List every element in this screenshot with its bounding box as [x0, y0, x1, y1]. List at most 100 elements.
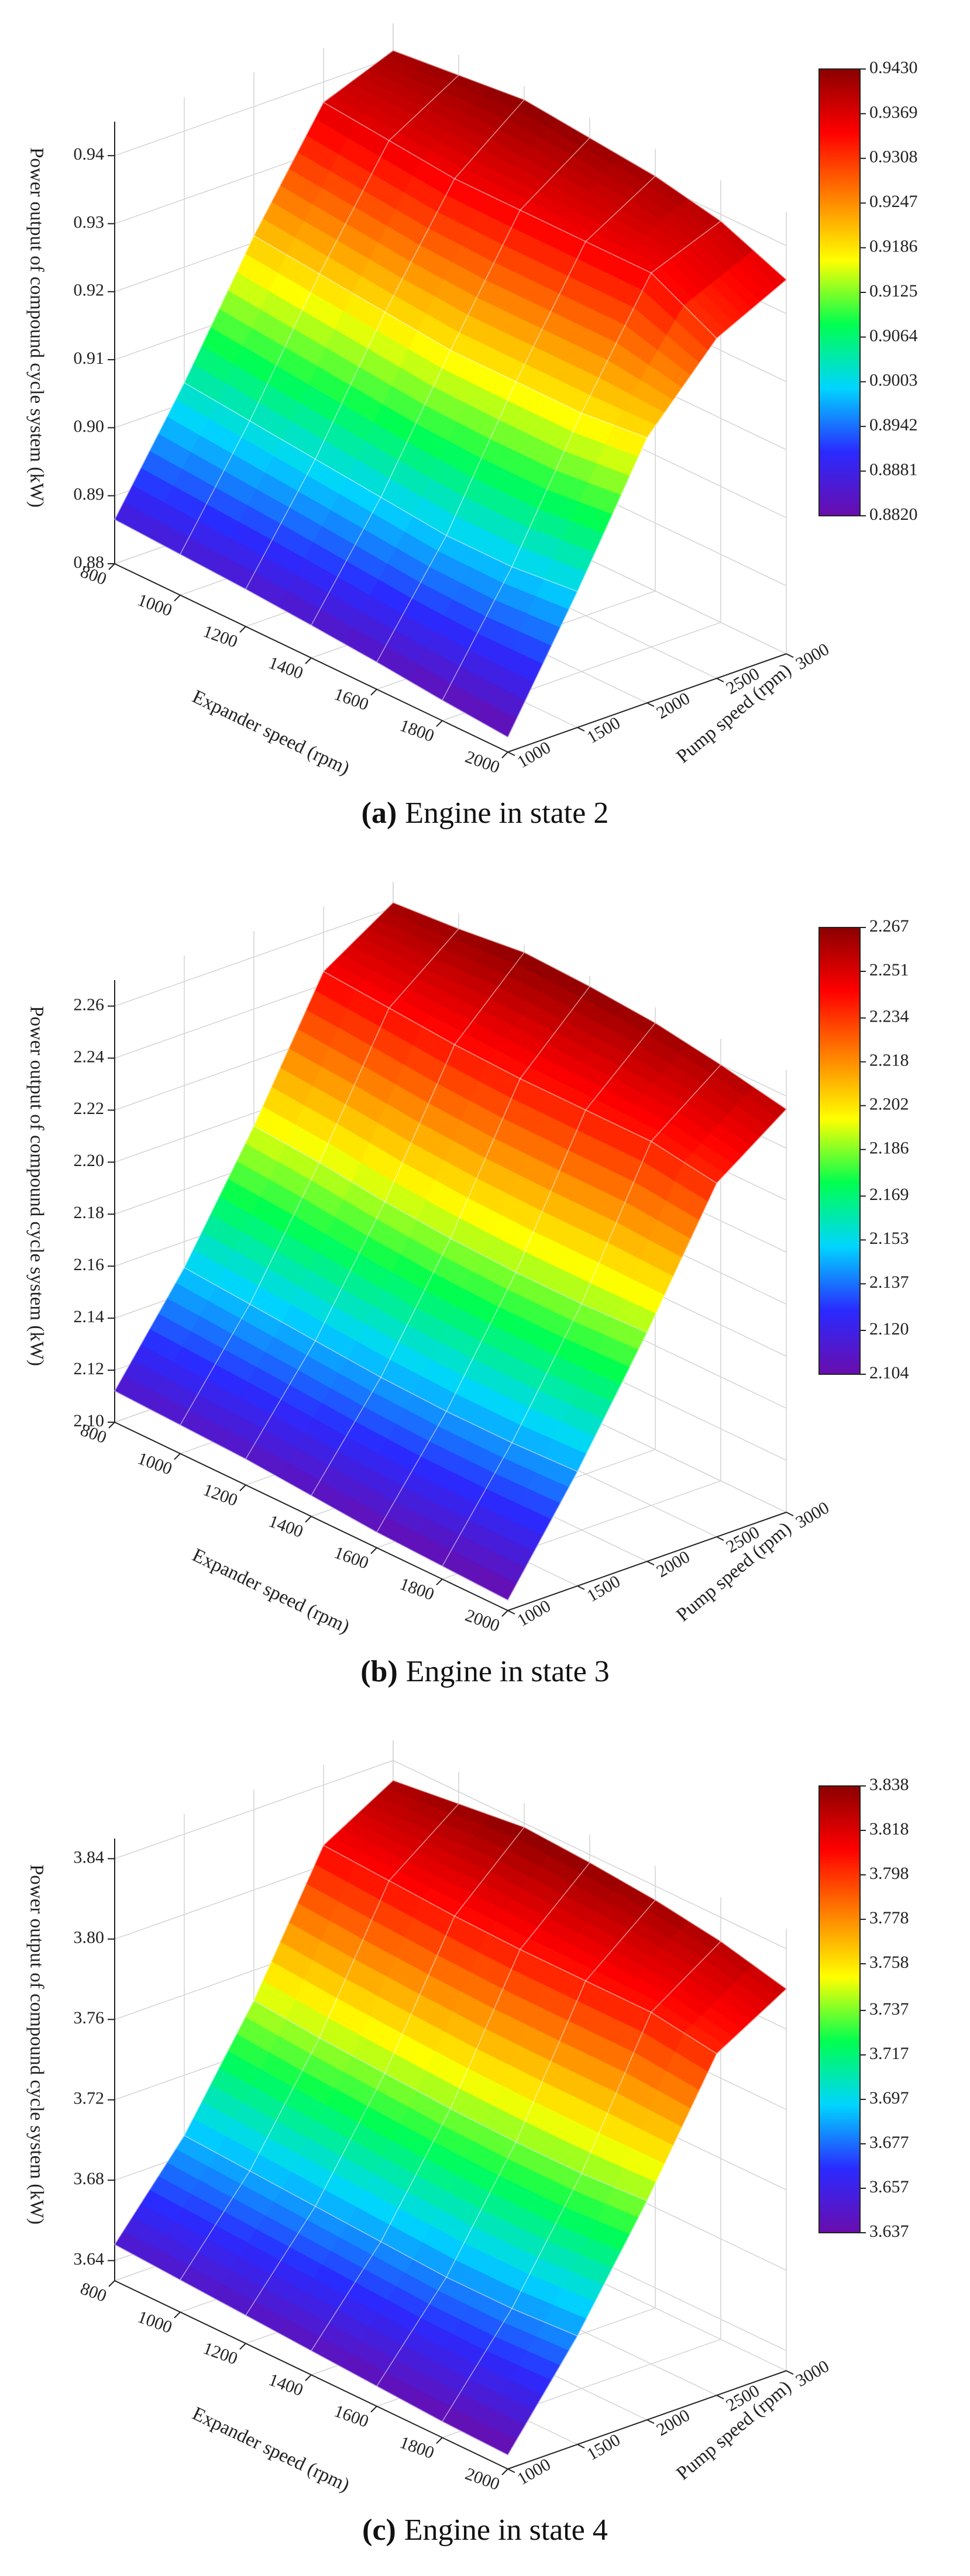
tick-mark: [786, 1512, 794, 1516]
mesh-line: [180, 1803, 459, 2281]
x-axis-title: Expander speed (rpm): [189, 1544, 353, 1637]
tick-mark: [577, 727, 585, 732]
mesh-line: [245, 1827, 525, 2316]
colorbar-tick-label: 0.9369: [869, 102, 918, 122]
z-axis-title: Power output of compound cycle system (k…: [26, 1006, 47, 1366]
colorbar-tick-label: 0.8820: [869, 505, 918, 524]
colorbar-tick-label: 0.9186: [869, 236, 918, 256]
tick-mark: [507, 1610, 515, 1615]
tick-mark: [239, 1484, 246, 1492]
y-tick-label: 3000: [792, 2356, 832, 2391]
colorbar-tick-label: 2.153: [869, 1229, 909, 1248]
z-axis-title: Power output of compound cycle system (k…: [26, 1864, 47, 2225]
tick-mark: [370, 2405, 377, 2413]
colorbar-tick-label: 3.737: [869, 1999, 909, 2019]
tick-mark: [370, 688, 377, 696]
z-tick-label: 3.72: [74, 2089, 105, 2108]
colorbar-tick-label: 2.104: [869, 1363, 909, 1382]
colorbar-tick-label: 2.251: [869, 960, 909, 980]
mesh-line: [114, 1780, 394, 2245]
z-tick-label: 2.10: [74, 1411, 105, 1430]
colorbar-tick-label: 0.9003: [869, 371, 918, 390]
z-tick-label: 2.14: [74, 1307, 105, 1326]
mesh-line: [180, 75, 459, 555]
colorbar-tick-label: 2.186: [869, 1139, 909, 1158]
colorbar-tick-label: 2.218: [869, 1051, 909, 1070]
tick-mark: [436, 720, 443, 727]
tick-mark: [436, 1578, 443, 1586]
mesh-line: [180, 928, 459, 1426]
colorbar-tick-label: 0.9430: [869, 58, 918, 77]
tick-mark: [370, 1547, 377, 1554]
tick-mark: [786, 653, 794, 658]
tick-mark: [646, 1561, 655, 1565]
mesh-line: [442, 220, 721, 701]
z-tick-label: 3.64: [74, 2250, 105, 2269]
mesh-line: [507, 279, 787, 737]
colorbar-tick-label: 2.267: [869, 916, 909, 936]
x-tick-label: 1800: [397, 716, 437, 746]
colorbar-tick-label: 3.818: [869, 1819, 909, 1839]
tick-mark: [108, 2280, 115, 2287]
tick-mark: [174, 1453, 181, 1460]
x-tick-label: 800: [78, 2279, 109, 2306]
x-tick-label: 1600: [332, 2401, 372, 2432]
mesh-line: [442, 1941, 721, 2422]
tick-mark: [436, 2437, 443, 2444]
mesh-line: [114, 902, 394, 1391]
tick-mark: [646, 702, 655, 707]
x-axis-title: Expander speed (rpm): [189, 686, 353, 779]
z-tick-label: 0.91: [74, 349, 105, 368]
colorbar: [818, 927, 861, 1375]
z-tick-label: 2.18: [74, 1203, 105, 1222]
tick-mark: [501, 751, 508, 758]
caption-label: (c): [362, 2513, 396, 2547]
tick-mark: [174, 594, 181, 602]
x-tick-label: 1000: [135, 2307, 175, 2337]
x-tick-label: 1400: [266, 1512, 306, 1542]
x-tick-label: 1600: [332, 1543, 372, 1573]
colorbar-tick-label: 2.137: [869, 1273, 909, 1292]
colorbar-tick-label: 2.202: [869, 1095, 909, 1114]
tick-mark: [305, 1516, 312, 1523]
mesh-line: [507, 1109, 787, 1601]
x-tick-label: 2000: [463, 1606, 503, 1636]
colorbar-tick-label: 2.169: [869, 1185, 909, 1204]
tick-mark: [174, 2311, 181, 2319]
tick-mark: [716, 678, 724, 682]
mesh-line: [311, 1862, 590, 2351]
colorbar-tick-label: 2.120: [869, 1319, 909, 1339]
colorbar-tick-label: 3.798: [869, 1864, 909, 1883]
z-tick-label: 3.76: [74, 2008, 105, 2027]
mesh-line: [245, 99, 525, 589]
tick-mark: [305, 2374, 312, 2381]
caption-label: (a): [362, 796, 397, 830]
colorbar-tick-label: 0.8881: [869, 460, 918, 479]
mesh-line: [311, 986, 590, 1496]
caption: (c) Engine in state 4: [362, 2513, 608, 2547]
x-tick-label: 1200: [201, 2339, 240, 2369]
x-tick-label: 800: [78, 562, 109, 589]
x-axis-title: Expander speed (rpm): [189, 2403, 353, 2496]
z-tick-label: 2.16: [74, 1255, 105, 1274]
colorbar-tick-label: 3.697: [869, 2088, 909, 2108]
colorbar: [818, 1785, 861, 2233]
tick-mark: [786, 2370, 794, 2375]
z-tick-label: 2.22: [74, 1099, 105, 1118]
x-tick-label: 1200: [201, 622, 240, 652]
tick-mark: [501, 2468, 508, 2475]
x-tick-label: 1800: [397, 1574, 437, 1605]
caption-text: Engine in state 2: [405, 796, 608, 830]
x-axis: [114, 2280, 508, 2470]
tick-mark: [716, 2395, 724, 2399]
colorbar-tick-label: 3.758: [869, 1953, 909, 1972]
z-tick-label: 2.20: [74, 1151, 105, 1170]
z-tick-label: 0.88: [74, 553, 105, 572]
z-axis-title: Power output of compound cycle system (k…: [26, 147, 47, 508]
y-axis: [507, 653, 787, 753]
x-tick-label: 1400: [266, 653, 306, 684]
colorbar-tick-label: 0.9247: [869, 192, 918, 211]
caption: (b) Engine in state 3: [360, 1655, 610, 1688]
mesh-line: [376, 175, 656, 663]
